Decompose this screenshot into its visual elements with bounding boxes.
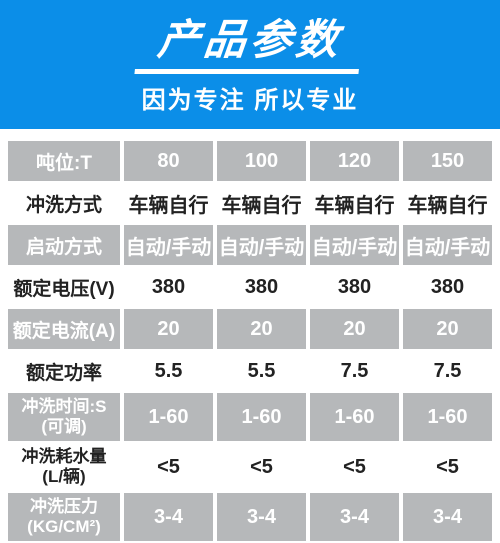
- page-subtitle: 因为专注 所以专业: [0, 80, 500, 115]
- cell: 80: [124, 141, 213, 181]
- cell: 380: [403, 267, 492, 307]
- cell: 7.5: [310, 351, 399, 391]
- cell: 3-4: [124, 493, 213, 541]
- cell: 120: [310, 141, 399, 181]
- cell: 1-60: [124, 393, 213, 441]
- cell: 车辆自行: [403, 183, 492, 223]
- row-label: 冲洗耗水量(L/辆): [8, 443, 120, 491]
- cell: 自动/手动: [217, 225, 306, 265]
- cell: 20: [403, 309, 492, 349]
- cell: 150: [403, 141, 492, 181]
- row-label: 冲洗压力(KG/CM²): [8, 493, 120, 541]
- cell: 3-4: [217, 493, 306, 541]
- cell: 3-4: [403, 493, 492, 541]
- cell: 20: [217, 309, 306, 349]
- cell: 自动/手动: [124, 225, 213, 265]
- cell: 1-60: [310, 393, 399, 441]
- cell: 车辆自行: [310, 183, 399, 223]
- cell: 20: [310, 309, 399, 349]
- cell: 20: [124, 309, 213, 349]
- row-label: 吨位:T: [8, 141, 120, 181]
- row-label: 冲洗时间:S(可调): [8, 393, 120, 441]
- cell: <5: [124, 443, 213, 491]
- cell: 车辆自行: [124, 183, 213, 223]
- cell: 自动/手动: [403, 225, 492, 265]
- cell: <5: [217, 443, 306, 491]
- cell: 1-60: [403, 393, 492, 441]
- cell: 车辆自行: [217, 183, 306, 223]
- cell: 5.5: [217, 351, 306, 391]
- header: 产品参数 因为专注 所以专业: [0, 0, 500, 129]
- cell: 100: [217, 141, 306, 181]
- cell: 自动/手动: [310, 225, 399, 265]
- row-label: 额定电压(V): [8, 267, 120, 307]
- cell: 7.5: [403, 351, 492, 391]
- cell: <5: [403, 443, 492, 491]
- row-label: 启动方式: [8, 225, 120, 265]
- cell: 380: [124, 267, 213, 307]
- cell: 380: [217, 267, 306, 307]
- page-title: 产品参数: [134, 6, 365, 74]
- spec-table: 吨位:T80100120150冲洗方式车辆自行车辆自行车辆自行车辆自行启动方式自…: [0, 129, 500, 543]
- cell: 380: [310, 267, 399, 307]
- cell: <5: [310, 443, 399, 491]
- row-label: 额定电流(A): [8, 309, 120, 349]
- cell: 5.5: [124, 351, 213, 391]
- cell: 3-4: [310, 493, 399, 541]
- cell: 1-60: [217, 393, 306, 441]
- row-label: 冲洗方式: [8, 183, 120, 223]
- row-label: 额定功率: [8, 351, 120, 391]
